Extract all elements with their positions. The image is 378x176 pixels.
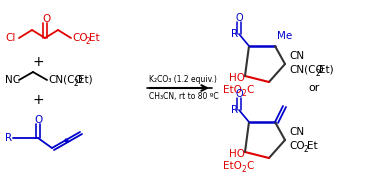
Text: 2: 2 (303, 144, 308, 153)
Text: Et): Et) (78, 75, 93, 85)
Text: 2: 2 (242, 165, 247, 174)
Text: HO: HO (229, 73, 245, 83)
Text: R: R (5, 133, 12, 143)
Text: CN: CN (289, 127, 304, 137)
Text: 2: 2 (85, 36, 90, 46)
Text: Et): Et) (319, 65, 334, 75)
Text: O: O (236, 13, 244, 23)
Text: R: R (231, 29, 238, 39)
Text: CH₃CN, rt to 80 ºC: CH₃CN, rt to 80 ºC (149, 93, 218, 102)
Text: EtO: EtO (223, 85, 242, 95)
Text: O: O (34, 115, 42, 125)
Text: Cl: Cl (5, 33, 15, 43)
Text: CO: CO (289, 141, 305, 151)
Text: K₂CO₃ (1.2 equiv.): K₂CO₃ (1.2 equiv.) (149, 74, 217, 83)
Text: 2: 2 (74, 78, 79, 87)
Text: NC: NC (5, 75, 20, 85)
Text: C: C (246, 161, 253, 171)
Text: CN(CO: CN(CO (48, 75, 83, 85)
Text: +: + (32, 55, 43, 69)
Text: 2: 2 (242, 89, 247, 98)
Text: C: C (246, 85, 253, 95)
Text: EtO: EtO (223, 161, 242, 171)
Text: O: O (42, 14, 50, 24)
Text: CN: CN (289, 51, 304, 61)
Text: CN(CO: CN(CO (289, 65, 324, 75)
Text: Et: Et (307, 141, 318, 151)
Text: R: R (231, 105, 238, 115)
Text: 2: 2 (315, 68, 320, 77)
Text: Me: Me (277, 31, 292, 41)
Text: O: O (236, 89, 244, 99)
Text: or: or (308, 83, 319, 93)
Text: CO: CO (72, 33, 88, 43)
Text: +: + (32, 93, 43, 107)
Text: Et: Et (89, 33, 100, 43)
Text: HO: HO (229, 149, 245, 159)
